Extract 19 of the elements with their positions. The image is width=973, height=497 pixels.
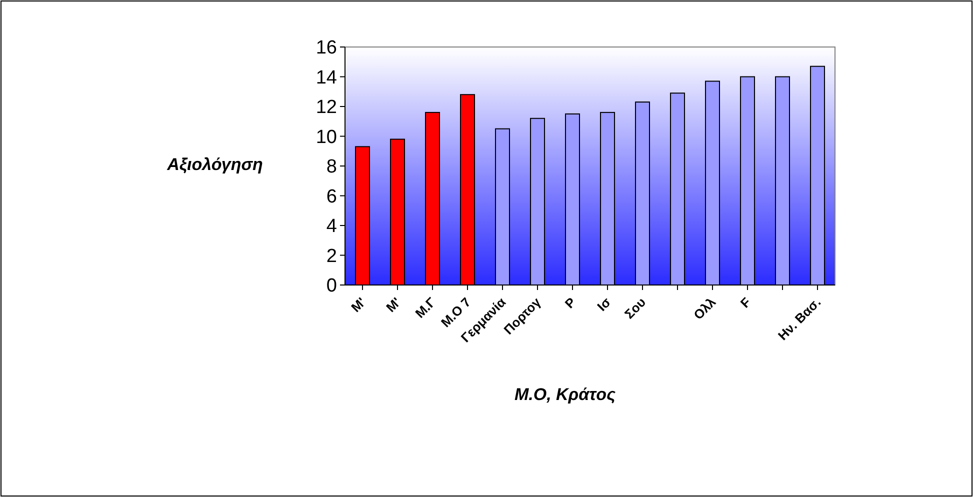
x-tick-label: Σου <box>622 294 649 322</box>
x-tick-label: Ισ <box>594 294 614 314</box>
y-tick-label: 16 <box>316 38 337 59</box>
y-tick-label: 4 <box>326 216 338 238</box>
y-tick-label: 10 <box>316 126 337 148</box>
y-tick-label: 8 <box>326 156 337 178</box>
y-tick-label: 2 <box>326 246 337 267</box>
x-axis-title: M.O, Κράτος <box>514 385 616 404</box>
y-tick-label: 12 <box>316 97 337 118</box>
x-tick-label: Ολλ <box>690 294 720 322</box>
y-axis-title: Αξιολόγηση <box>166 155 263 174</box>
x-tick-label: F <box>737 294 754 311</box>
y-tick-label: 6 <box>326 186 337 208</box>
y-tick-label: 14 <box>316 67 338 88</box>
x-tick-label: M' <box>383 294 404 315</box>
x-tick-label: P <box>562 294 579 312</box>
x-tick-label: M.Γ <box>412 294 439 321</box>
y-tick-label: 0 <box>326 276 337 297</box>
x-tick-label: M' <box>348 294 369 315</box>
